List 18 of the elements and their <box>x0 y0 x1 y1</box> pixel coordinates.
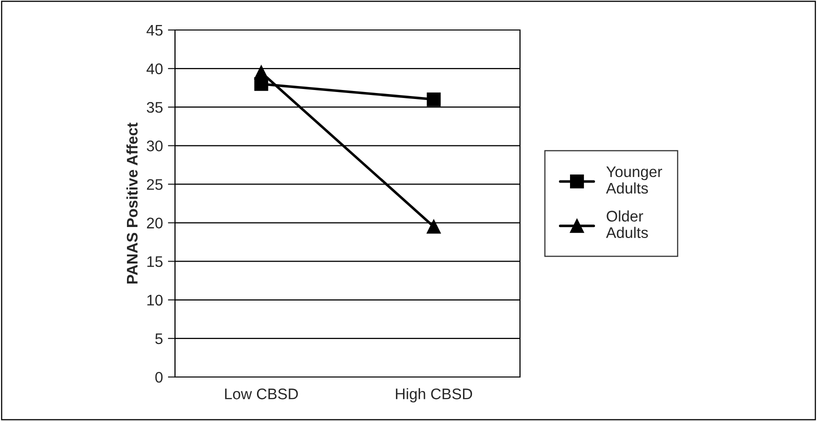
y-tick-label: 0 <box>155 372 163 383</box>
y-tick-label: 5 <box>155 333 163 344</box>
y-axis-title: PANAS Positive Affect <box>126 122 138 284</box>
y-tick-label: 35 <box>146 102 163 113</box>
point <box>426 220 441 234</box>
y-tick-label: 40 <box>146 63 163 74</box>
y-tick-label: 45 <box>146 25 163 36</box>
y-tick-label: 20 <box>146 218 163 228</box>
y-tick-label: 25 <box>146 179 163 190</box>
y-tick-label: 10 <box>147 294 163 306</box>
y-tick-label: 30 <box>146 140 163 152</box>
y-tick-label: 15 <box>147 256 163 268</box>
point <box>426 92 441 106</box>
legend-label: Younger Adults <box>606 166 662 194</box>
legend-label: Older Adults <box>606 210 648 238</box>
x-tick-label: Low CBSD <box>225 388 298 400</box>
point <box>254 65 268 80</box>
x-tick-label: High CBSD <box>396 388 472 402</box>
